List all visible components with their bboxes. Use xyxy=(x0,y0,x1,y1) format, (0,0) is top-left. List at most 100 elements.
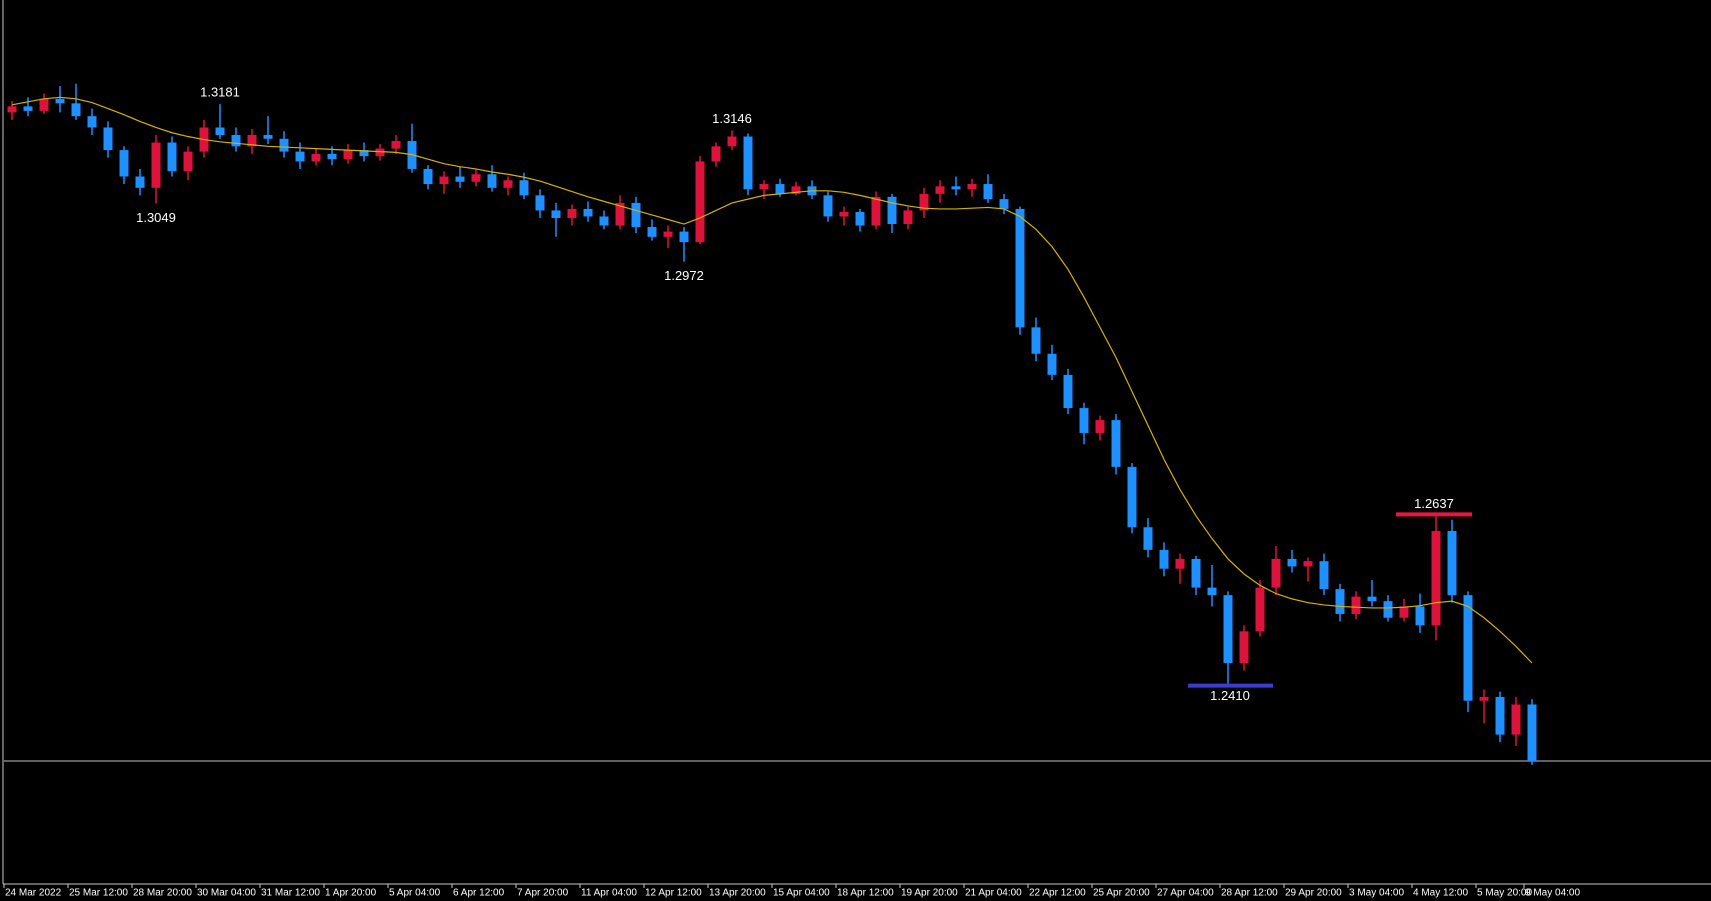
candle-body xyxy=(759,184,769,190)
candle-body xyxy=(775,184,785,194)
candle-body xyxy=(663,231,673,237)
x-tick-label: 24 Mar 2022 xyxy=(5,888,62,899)
candle-body xyxy=(679,231,689,243)
candle-body xyxy=(1111,420,1121,467)
candle-body xyxy=(375,148,385,157)
low-label: 1.3049 xyxy=(136,210,176,225)
candle-body xyxy=(1431,531,1441,626)
candle-body xyxy=(1415,606,1425,626)
candle-body xyxy=(439,176,449,185)
x-tick-label: 12 Apr 12:00 xyxy=(645,888,702,899)
x-tick-label: 13 Apr 20:00 xyxy=(709,888,766,899)
high-label: 1.3146 xyxy=(712,111,752,126)
candle-body xyxy=(119,150,129,177)
candle-body xyxy=(1319,561,1329,590)
candle-body xyxy=(455,176,465,182)
candle-body xyxy=(423,168,433,185)
candle-body xyxy=(1399,606,1409,618)
candle-body xyxy=(695,161,705,243)
candle-body xyxy=(295,151,305,162)
candle-body xyxy=(1159,549,1169,569)
x-tick-label: 11 Apr 04:00 xyxy=(581,888,637,899)
x-tick-label: 30 Mar 04:00 xyxy=(197,888,256,899)
candle-body xyxy=(1383,601,1393,618)
candle-body xyxy=(247,135,257,147)
x-tick-label: 15 Apr 04:00 xyxy=(773,888,830,899)
x-tick-label: 29 Apr 20:00 xyxy=(1285,888,1342,899)
candle-body xyxy=(1047,353,1057,375)
candle-body xyxy=(935,186,945,194)
candle-body xyxy=(103,127,113,151)
high-label: 1.3181 xyxy=(200,85,240,100)
candle-body xyxy=(567,208,577,218)
candle-body xyxy=(855,211,865,226)
candle-body xyxy=(1127,466,1137,528)
x-tick-label: 21 Apr 04:00 xyxy=(965,888,1022,899)
candle-body xyxy=(167,142,177,172)
candle-body xyxy=(983,184,993,200)
candle-body xyxy=(519,180,529,196)
candle-body xyxy=(1479,696,1489,701)
x-tick-label: 31 Mar 12:00 xyxy=(261,888,320,899)
candle-body xyxy=(1063,374,1073,409)
candle-body xyxy=(503,180,513,188)
candle-body xyxy=(1079,408,1089,433)
candle-body xyxy=(471,174,481,182)
candle-body xyxy=(151,142,161,188)
candle-body xyxy=(631,202,641,228)
candle-body xyxy=(55,98,65,104)
low-label: 1.2972 xyxy=(664,268,704,283)
candle-body xyxy=(1495,696,1505,735)
candle-body xyxy=(1175,558,1185,569)
x-tick-label: 25 Apr 20:00 xyxy=(1093,888,1150,899)
candle-body xyxy=(839,211,849,217)
candle-body xyxy=(1447,531,1457,596)
candle-body xyxy=(583,208,593,217)
candle-body xyxy=(647,227,657,237)
x-tick-label: 25 Mar 12:00 xyxy=(69,888,128,899)
candle-body xyxy=(1191,558,1201,588)
candle-body xyxy=(23,106,33,111)
x-tick-label: 22 Apr 12:00 xyxy=(1029,888,1086,899)
candle-body xyxy=(487,174,497,188)
candle-body xyxy=(1031,327,1041,354)
candle-body xyxy=(391,141,401,149)
candle-body xyxy=(7,106,17,113)
candle-body xyxy=(743,136,753,190)
candle-body xyxy=(1511,704,1521,735)
x-tick-label: 27 Apr 04:00 xyxy=(1157,888,1214,899)
resistance-label: 1.2637 xyxy=(1414,496,1454,511)
candle-body xyxy=(1255,587,1265,632)
candle-body xyxy=(1287,558,1297,567)
x-tick-label: 7 Apr 20:00 xyxy=(517,888,569,899)
candle-body xyxy=(215,127,225,136)
candle-body xyxy=(39,98,49,111)
candle-body xyxy=(71,103,81,117)
candle-body xyxy=(999,199,1009,209)
candle-body xyxy=(263,135,273,139)
x-tick-label: 6 Apr 12:00 xyxy=(453,888,505,899)
candle-body xyxy=(791,186,801,194)
candle-body xyxy=(823,195,833,217)
candle-body xyxy=(711,146,721,162)
candle-body xyxy=(1015,208,1025,328)
candle-body xyxy=(135,176,145,188)
candle-body xyxy=(615,202,625,226)
candle-body xyxy=(1351,596,1361,614)
x-tick-label: 4 May 12:00 xyxy=(1413,888,1468,899)
candle-body xyxy=(967,184,977,190)
candle-body xyxy=(1303,561,1313,567)
x-tick-label: 9 May 04:00 xyxy=(1525,888,1580,899)
candle-body xyxy=(551,210,561,218)
candle-body xyxy=(1223,595,1233,663)
candle-body xyxy=(1095,420,1105,433)
candle-body xyxy=(343,150,353,160)
candle-body xyxy=(1143,527,1153,550)
moving-average xyxy=(11,96,1533,664)
candle-body xyxy=(359,150,369,157)
candle-body xyxy=(919,193,929,211)
x-tick-label: 28 Apr 12:00 xyxy=(1221,888,1278,899)
candle-body xyxy=(1207,587,1217,596)
candle-body xyxy=(183,151,193,172)
